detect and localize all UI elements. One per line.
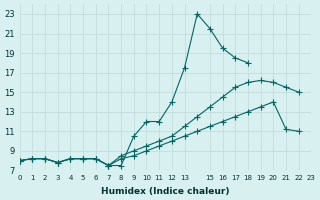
X-axis label: Humidex (Indice chaleur): Humidex (Indice chaleur)	[101, 187, 230, 196]
